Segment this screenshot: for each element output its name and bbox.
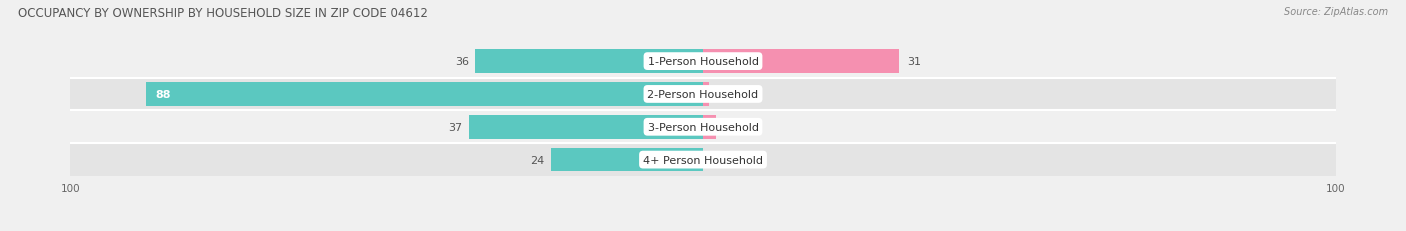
Text: 1-Person Household: 1-Person Household — [648, 57, 758, 67]
Bar — [468, 116, 703, 139]
Text: 4+ Person Household: 4+ Person Household — [643, 155, 763, 165]
Text: 24: 24 — [530, 155, 546, 165]
Bar — [703, 50, 900, 74]
Text: 37: 37 — [449, 122, 463, 132]
Text: 0: 0 — [710, 155, 717, 165]
Text: 2-Person Household: 2-Person Household — [647, 90, 759, 100]
Bar — [70, 111, 1336, 144]
Text: 1: 1 — [717, 90, 724, 100]
Text: 36: 36 — [456, 57, 468, 67]
Text: 88: 88 — [156, 90, 172, 100]
Text: 31: 31 — [907, 57, 921, 67]
Bar — [70, 46, 1336, 78]
Bar — [703, 83, 710, 106]
Bar — [703, 116, 716, 139]
Text: Source: ZipAtlas.com: Source: ZipAtlas.com — [1284, 7, 1388, 17]
Bar — [70, 144, 1336, 176]
Bar — [70, 78, 1336, 111]
Text: 2: 2 — [723, 122, 730, 132]
Bar — [146, 83, 703, 106]
Bar — [551, 148, 703, 172]
Text: 3-Person Household: 3-Person Household — [648, 122, 758, 132]
Text: OCCUPANCY BY OWNERSHIP BY HOUSEHOLD SIZE IN ZIP CODE 04612: OCCUPANCY BY OWNERSHIP BY HOUSEHOLD SIZE… — [18, 7, 429, 20]
Bar — [475, 50, 703, 74]
